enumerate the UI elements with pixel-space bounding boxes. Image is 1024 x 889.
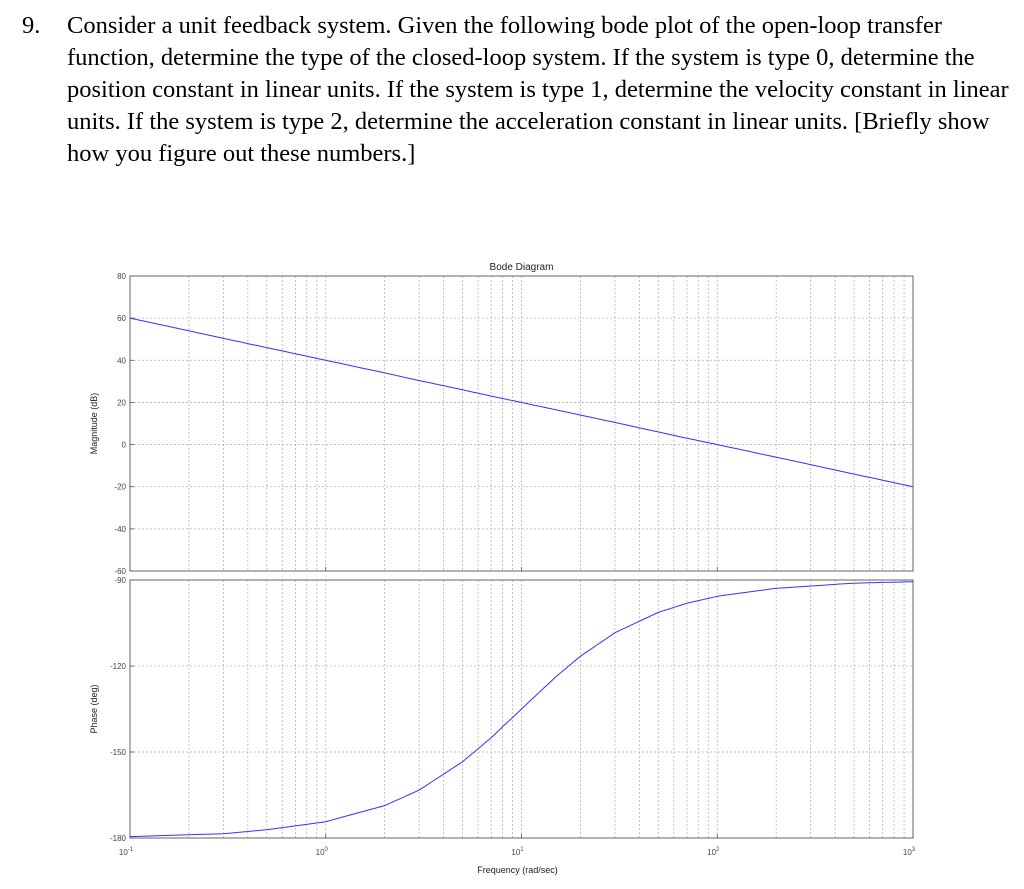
phase-ytick-label: -120 [110,662,127,671]
x-tick-label: 10-1 [119,847,134,857]
phase-ytick-label: -150 [110,748,127,757]
x-tick-label: 100 [316,847,329,857]
x-tick-label: 103 [903,847,916,857]
phase-frame [129,579,914,839]
x-tick-label: 101 [511,847,524,857]
magnitude-ytick-label: -20 [114,483,126,492]
phase-ylabel: Phase (deg) [89,684,99,733]
magnitude-curve [129,317,914,488]
magnitude-ytick-label: 60 [117,314,126,323]
question-text: Consider a unit feedback system. Given t… [67,12,1009,167]
magnitude-ytick-label: -40 [114,525,126,534]
chart-title: Bode Diagram [490,262,554,273]
magnitude-ytick-label: 0 [122,441,127,450]
magnitude-ytick-label: 80 [117,272,126,281]
phase-ytick-label: -90 [114,576,126,585]
x-tick-label: 102 [707,847,720,857]
magnitude-ytick-label: 20 [117,398,126,407]
magnitude-ytick-label: 40 [117,356,126,365]
question-number: 9. [22,12,41,39]
magnitude-ytick-label: -60 [114,567,126,576]
magnitude-frame [129,275,914,572]
phase-curve [129,581,914,838]
magnitude-ylabel: Magnitude (dB) [89,393,99,455]
x-axis-label: Frequency (rad/sec) [477,865,558,875]
phase-ytick-label: -180 [110,834,127,843]
